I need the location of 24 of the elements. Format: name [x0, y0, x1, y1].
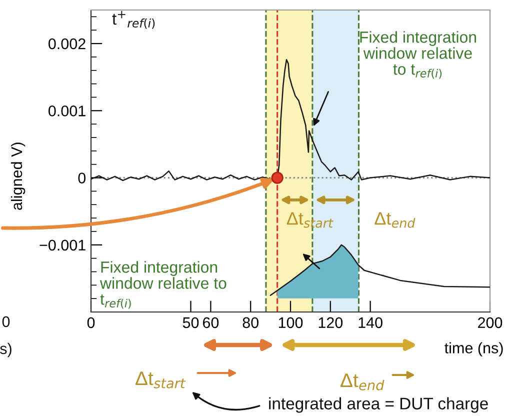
- x-tick-label: 0: [87, 317, 95, 328]
- x-tick-label: 60: [202, 317, 219, 328]
- text: Δt$_{start}$: [136, 372, 186, 388]
- annotation: Fixed integration window relative to t$_{ref(i)}$: [360, 31, 476, 79]
- x-tick-label: 80: [242, 317, 258, 328]
- text: Δt$_{end}$: [340, 374, 384, 390]
- annotation: t$^{+}$$_{ref(i)}$: [112, 10, 155, 29]
- text: integrated area = DUT charge: [269, 397, 488, 413]
- annotation: Fixed integration window relative to t$_{ref(i)}$: [100, 261, 226, 309]
- x-tick-label: 200: [478, 317, 502, 328]
- y-tick-label: 0.001: [48, 106, 86, 116]
- x-axis-title: time (ns): [444, 342, 503, 356]
- y-tick-label: 0: [78, 172, 86, 184]
- annotation: Δt$_{start}$: [286, 212, 334, 228]
- x-tick-label: 100: [278, 317, 303, 328]
- annotation: Δt$_{end}$: [374, 212, 416, 228]
- text: s): [0, 342, 12, 358]
- line-series: [270, 244, 490, 296]
- x-tick-label: 50: [182, 317, 199, 328]
- y-axis-title: aligned V): [10, 142, 26, 210]
- y-tick-label: 0.002: [48, 38, 86, 50]
- x-tick-label: 140: [358, 317, 382, 328]
- y-tick-label: −0.001: [40, 240, 86, 251]
- x-tick-label: 120: [318, 317, 343, 328]
